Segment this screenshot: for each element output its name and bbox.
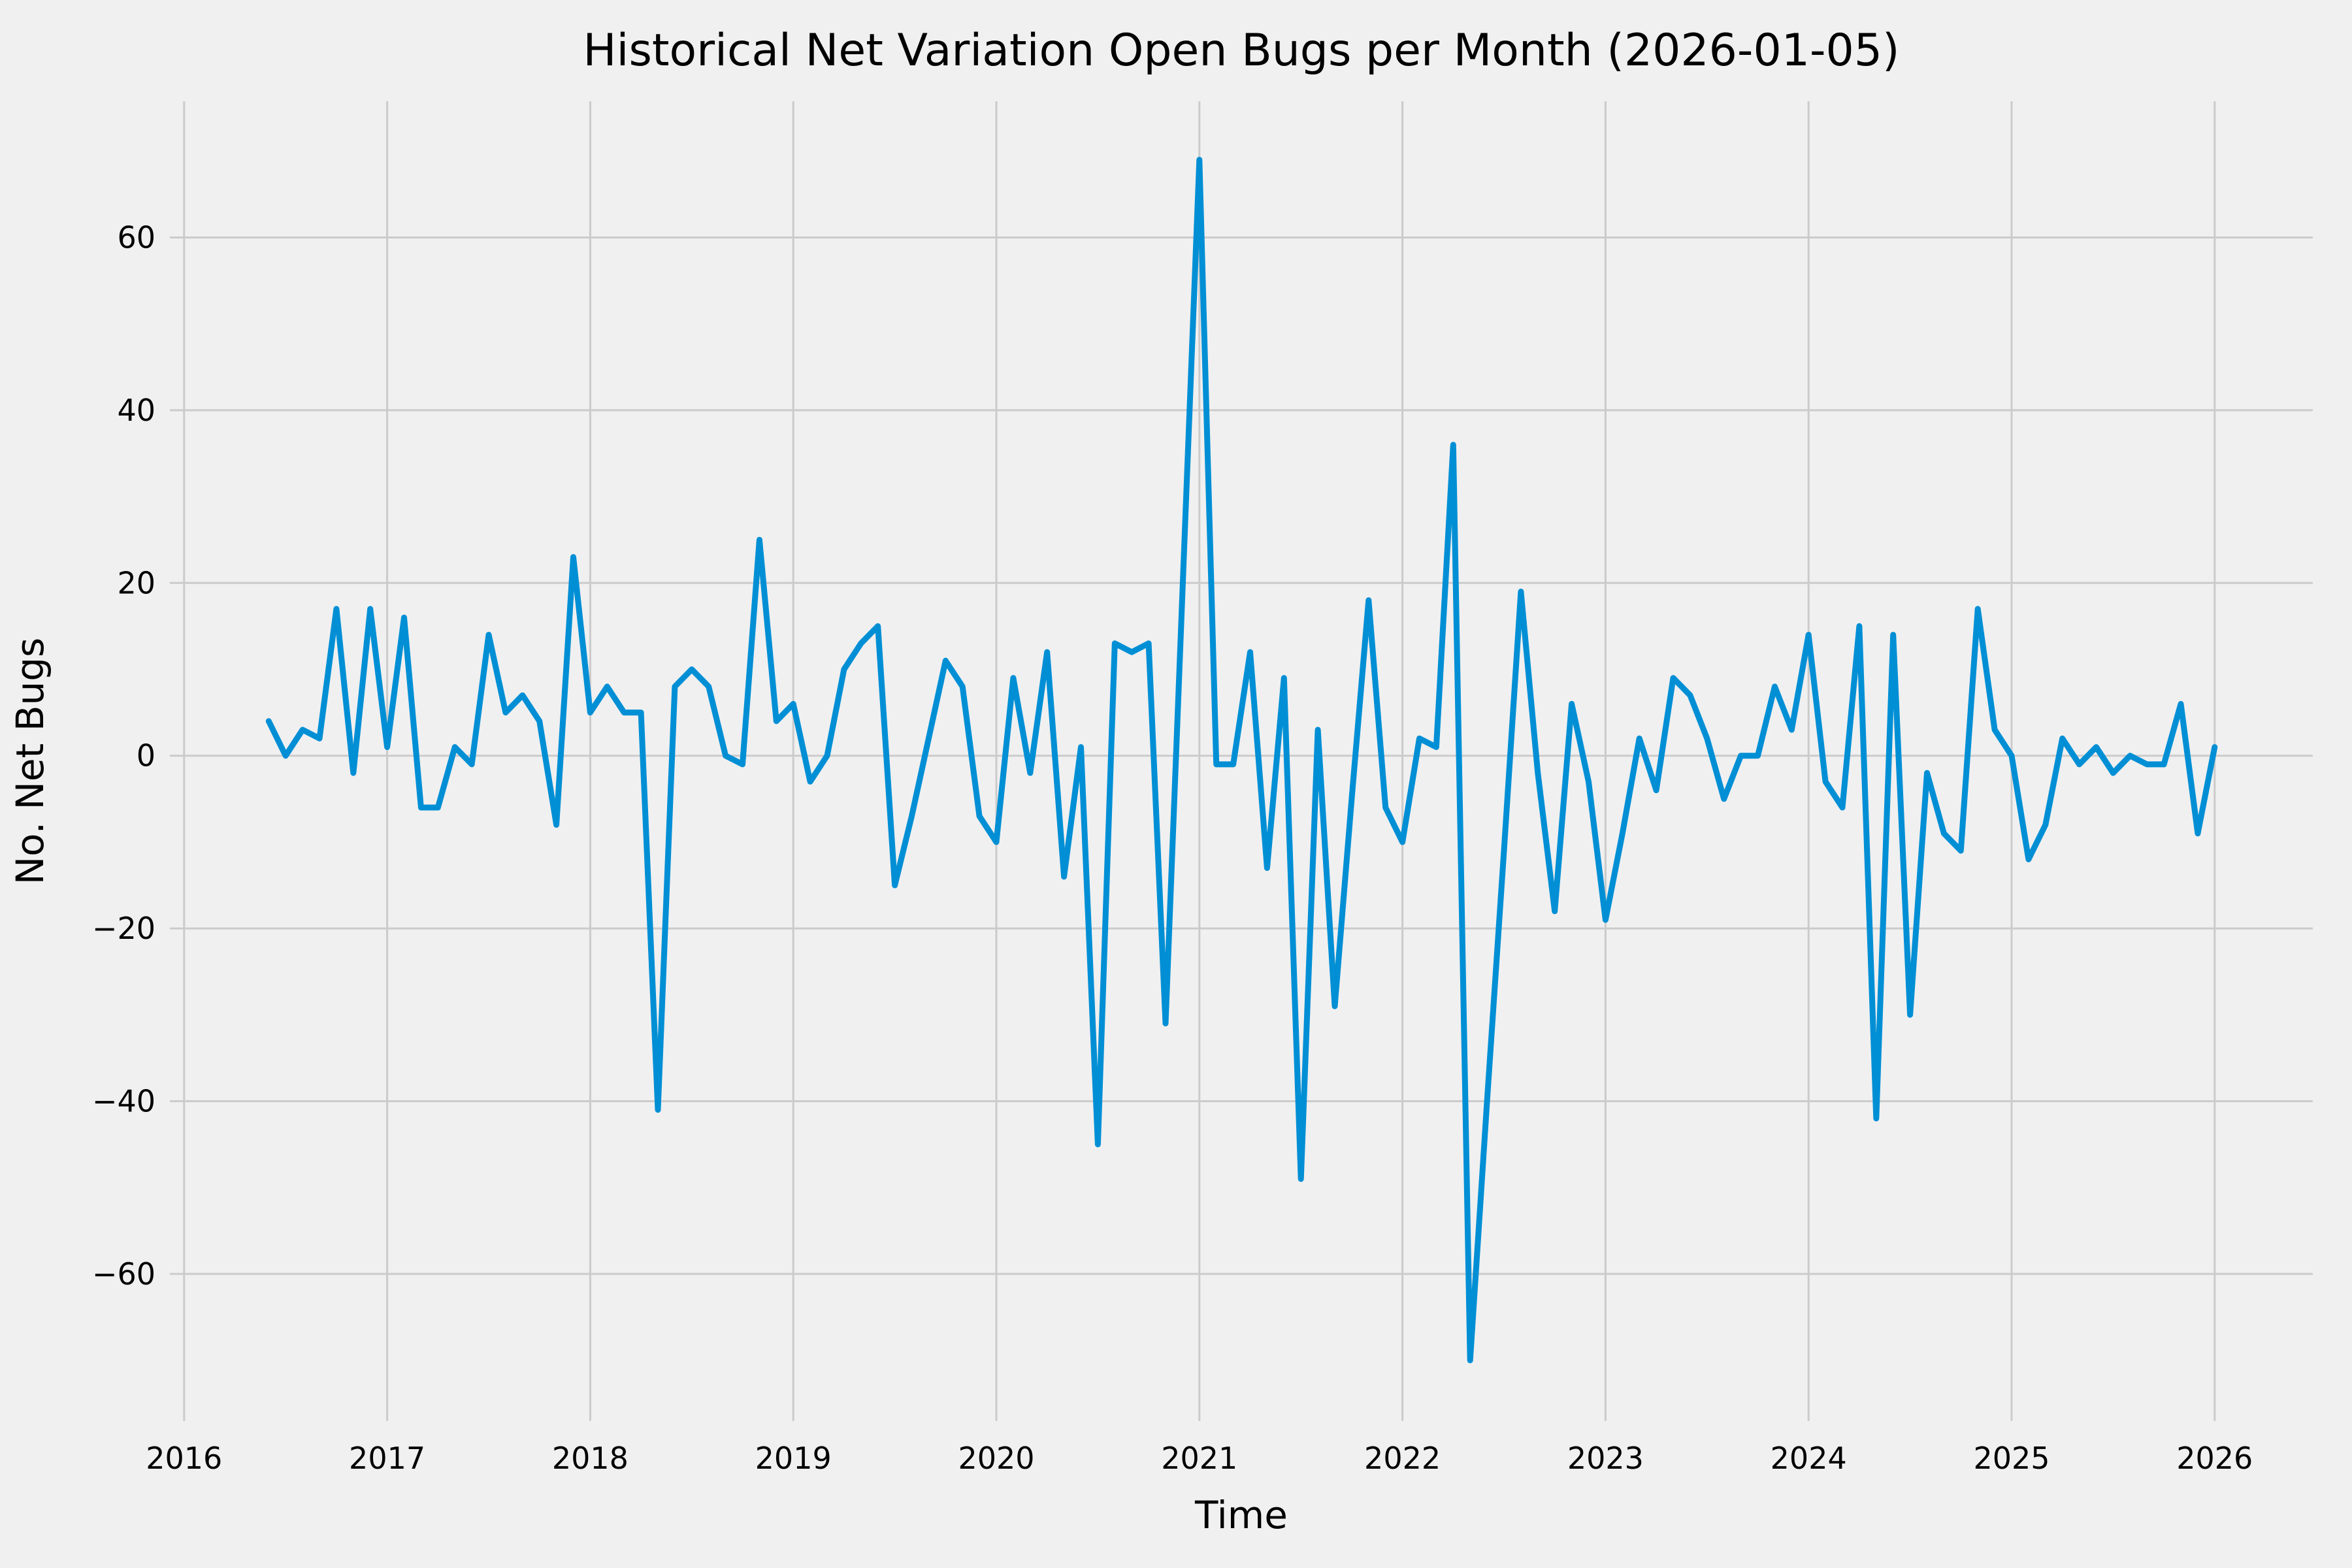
x-tick-labels: 2016 2017 2018 2019 2020 2021 2022 2023 2024 2025… [146,1441,2253,1476]
y-tick-label: −20 [92,911,155,946]
x-tick-label: 2017 [349,1441,425,1476]
x-tick-label: 2018 [552,1441,629,1476]
x-tick-label: 2019 [755,1441,832,1476]
y-tick-label: 0 [137,738,155,774]
y-tick-labels: −60 −40 −20 0 20 40 60 [92,220,155,1292]
x-tick-label: 2024 [1771,1441,1847,1476]
horizontal-gridlines [170,237,2313,1275]
data-series [265,157,2218,1364]
x-axis-label: Time [1195,1493,1288,1537]
y-tick-label: 60 [117,220,155,255]
y-tick-label: −40 [92,1084,155,1119]
x-tick-label: 2025 [1973,1441,2050,1476]
x-tick-label: 2022 [1364,1441,1441,1476]
x-tick-label: 2020 [958,1441,1034,1476]
x-tick-label: 2023 [1567,1441,1644,1476]
series-line [265,157,2218,1364]
vertical-gridlines [183,101,2216,1421]
y-tick-label: 20 [117,565,155,600]
y-tick-label: 40 [117,393,155,428]
x-tick-label: 2021 [1161,1441,1237,1476]
x-tick-label: 2026 [2176,1441,2253,1476]
y-tick-label: −60 [92,1256,155,1292]
chart-title: Historical Net Variation Open Bugs per M… [583,25,1900,76]
x-tick-label: 2016 [146,1441,222,1476]
